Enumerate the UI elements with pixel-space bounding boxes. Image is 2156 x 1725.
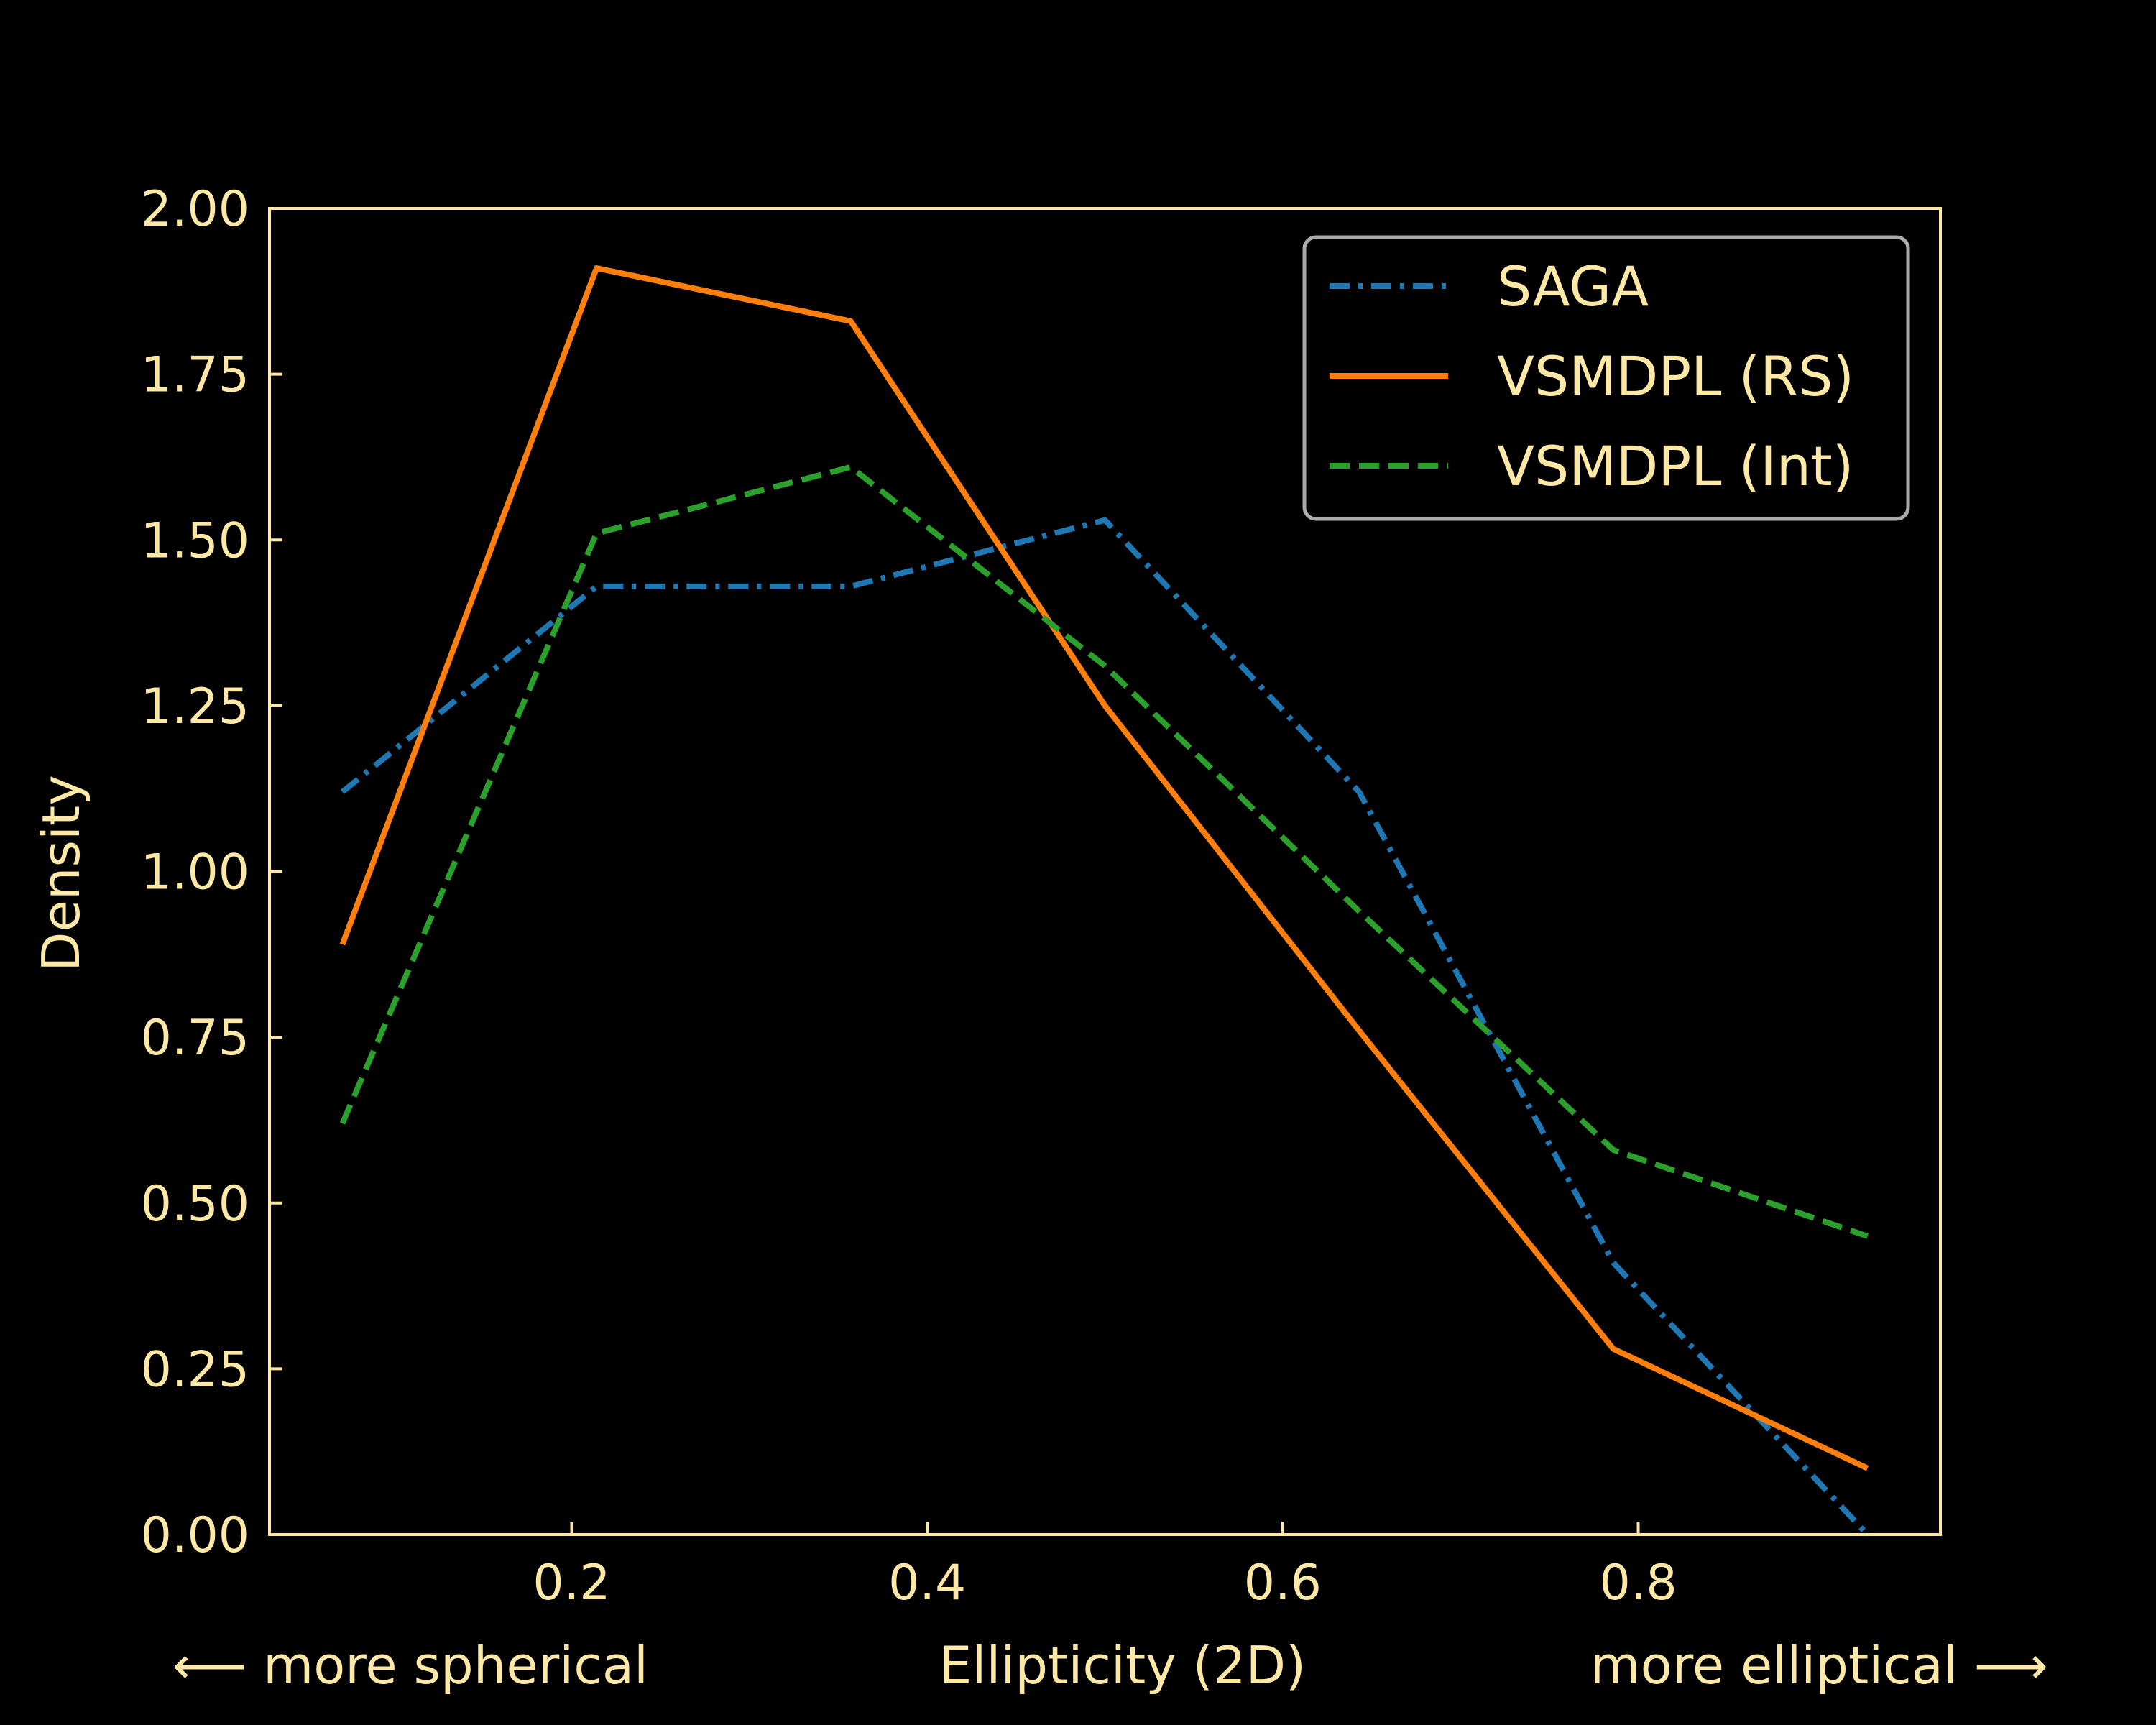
y-tick-label: 1.75 <box>141 347 249 404</box>
y-tick-label: 0.25 <box>141 1341 249 1398</box>
legend-label: SAGA <box>1497 254 1649 318</box>
ticks-layer: 0.00 0.25 0.50 0.75 1.00 1.25 1.50 1.75 2.00 0.2 0… <box>141 181 1677 1611</box>
y-tick-label: 1.25 <box>141 678 249 735</box>
legend-label: VSMDPL (RS) <box>1497 344 1854 408</box>
y-tick-label: 2.00 <box>141 181 249 238</box>
y-tick-label: 0.50 <box>141 1176 249 1233</box>
y-tick-label: 1.00 <box>141 845 249 901</box>
x-tick-label: 0.4 <box>888 1555 966 1611</box>
y-tick-label: 0.75 <box>141 1010 249 1067</box>
x-axis-label-left-annotation: ⟵ more spherical <box>172 1635 648 1696</box>
y-axis-label: Density <box>31 775 91 972</box>
x-axis-label: Ellipticity (2D) <box>939 1635 1306 1696</box>
x-tick-label: 0.6 <box>1244 1555 1322 1611</box>
series-layer <box>339 265 1870 1537</box>
legend-box <box>1302 235 1910 521</box>
x-axis-label-right-annotation: more elliptical ⟶ <box>1590 1635 2048 1696</box>
y-tick-label: 0.00 <box>141 1507 249 1564</box>
y-tick-label: 1.50 <box>141 512 249 569</box>
x-tick-label: 0.2 <box>533 1555 610 1611</box>
x-tick-label: 0.8 <box>1599 1555 1677 1611</box>
legend-label: VSMDPL (Int) <box>1497 434 1853 498</box>
legend: SAGA VSMDPL (RS) VSMDPL (Int) <box>1302 235 1910 521</box>
